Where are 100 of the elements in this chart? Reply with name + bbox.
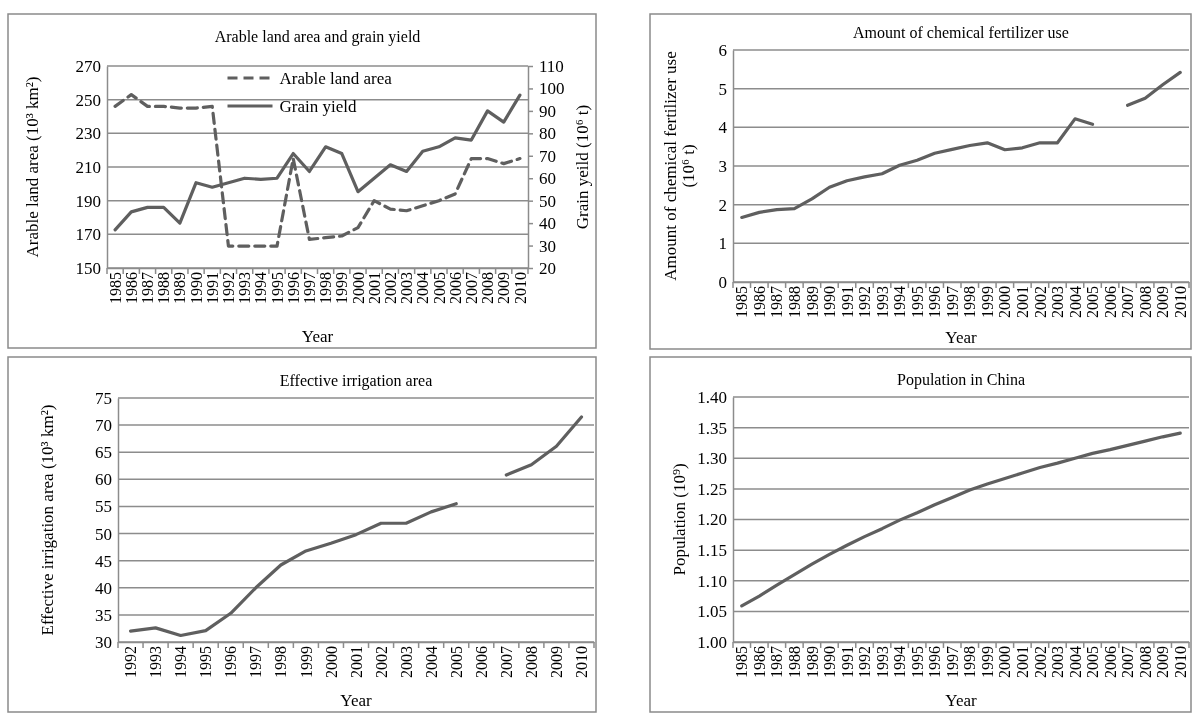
x-axis-title: Year <box>945 691 977 710</box>
x-tick-label: 1998 <box>961 286 979 318</box>
x-tick-label: 1995 <box>197 646 215 678</box>
x-tick-label: 2002 <box>1031 646 1049 678</box>
x-tick-label: 2001 <box>1013 286 1031 318</box>
x-tick-label: 2005 <box>430 272 448 304</box>
chart-title: Effective irrigation area <box>279 372 433 390</box>
y-axis-title: Population (10⁹) <box>670 463 689 576</box>
x-tick-label: 2003 <box>1049 286 1067 318</box>
x-tick-label: 2009 <box>1154 286 1172 318</box>
x-tick-label: 1998 <box>317 272 335 304</box>
x-tick-label: 2010 <box>1171 286 1189 318</box>
y-tick-label: 1.40 <box>697 387 727 407</box>
x-tick-label: 2000 <box>996 646 1014 678</box>
x-tick-label: 1991 <box>203 272 221 304</box>
x-tick-label: 1988 <box>155 272 173 304</box>
y-tick-label: 230 <box>75 124 101 144</box>
x-tick-label: 2003 <box>1049 646 1067 678</box>
y-axis-title: Amount of chemical fertilizer use (10⁶ t) <box>660 51 699 281</box>
y-tick-label: 3 <box>718 156 727 176</box>
x-tick-label: 1996 <box>284 272 302 304</box>
y-tick-label: 170 <box>75 225 101 245</box>
x-tick-label: 1985 <box>733 646 751 678</box>
x-tick-label: 1989 <box>803 286 821 318</box>
x-tick-label: 2000 <box>996 286 1014 318</box>
x-tick-label: 1989 <box>803 646 821 678</box>
y-tick-label: 4 <box>718 118 728 138</box>
y-tick-label: 6 <box>718 40 727 60</box>
x-tick-label: 1993 <box>236 272 254 304</box>
x-tick-label: 1995 <box>268 272 286 304</box>
x-tick-label: 2006 <box>1101 286 1119 318</box>
x-tick-label: 2008 <box>1136 646 1154 678</box>
y-tick-label: 210 <box>75 157 101 177</box>
x-tick-label: 1986 <box>750 286 768 318</box>
x-tick-label: 1999 <box>297 646 315 678</box>
x-tick-label: 1999 <box>978 286 996 318</box>
x-tick-label: 1997 <box>247 646 265 678</box>
x-tick-label: 2004 <box>1066 286 1084 318</box>
x-tick-label: 1986 <box>750 646 768 678</box>
y-tick-label: 65 <box>95 443 112 463</box>
y-tick-label: 1.30 <box>697 449 727 469</box>
x-tick-label: 2007 <box>497 646 515 678</box>
y-tick-label: 1.05 <box>697 602 727 622</box>
x-tick-label: 2006 <box>446 272 464 304</box>
y-axis-title: Arable land area (10³ km²) <box>23 76 42 258</box>
y-axis-title: Effective irrigation area (10³ km²) <box>38 404 57 636</box>
y-tick-label: 270 <box>75 56 101 76</box>
y-tick-label: 0 <box>718 272 727 292</box>
x-tick-label: 1992 <box>856 646 874 678</box>
x-tick-label: 2010 <box>511 272 529 304</box>
x-tick-label: 1995 <box>908 286 926 318</box>
x-tick-label: 2002 <box>381 272 399 304</box>
x-axis-title: Year <box>301 327 334 346</box>
x-tick-label: 1999 <box>978 646 996 678</box>
x-tick-label: 2007 <box>462 272 480 304</box>
legend-label: Arable land area <box>279 68 393 88</box>
x-tick-label: 1993 <box>873 646 891 678</box>
x-tick-label: 1994 <box>891 646 909 678</box>
x-axis-title: Year <box>945 328 977 347</box>
y-tick-label: 1.25 <box>697 479 727 499</box>
x-tick-label: 1990 <box>821 646 839 678</box>
x-tick-label: 2001 <box>347 646 365 678</box>
x-tick-label: 1994 <box>172 646 190 678</box>
x-tick-label: 1990 <box>187 272 205 304</box>
x-tick-label: 1992 <box>122 646 140 678</box>
x-tick-label: 1996 <box>926 286 944 318</box>
y2-axis-title: Grain yeild (10⁶ t) <box>572 104 592 230</box>
chart-title: Amount of chemical fertilizer use <box>853 24 1069 41</box>
y2-tick-label: 110 <box>539 56 564 76</box>
x-tick-label: 1985 <box>106 272 124 304</box>
y-tick-label: 40 <box>95 578 112 598</box>
y-tick-label: 5 <box>718 79 727 99</box>
x-tick-label: 1993 <box>147 646 165 678</box>
x-tick-label: 2008 <box>1136 286 1154 318</box>
x-axis-title: Year <box>340 691 372 710</box>
x-tick-label: 1999 <box>333 272 351 304</box>
x-tick-label: 1993 <box>873 286 891 318</box>
x-tick-label: 2010 <box>1171 646 1189 678</box>
x-tick-label: 1991 <box>838 286 856 318</box>
y-tick-label: 35 <box>95 605 112 625</box>
y2-tick-label: 40 <box>539 214 556 234</box>
x-tick-label: 2001 <box>365 272 383 304</box>
y2-tick-label: 60 <box>539 169 556 189</box>
x-tick-label: 2009 <box>495 272 513 304</box>
x-tick-label: 2008 <box>522 646 540 678</box>
x-tick-label: 1988 <box>785 646 803 678</box>
y-tick-label: 250 <box>75 90 101 110</box>
x-tick-label: 1989 <box>171 272 189 304</box>
y-tick-label: 1.35 <box>697 418 727 438</box>
y-tick-label: 190 <box>75 191 101 211</box>
y-tick-label: 1.10 <box>697 571 727 591</box>
x-tick-label: 1996 <box>222 646 240 678</box>
x-tick-label: 1992 <box>856 286 874 318</box>
legend-label: Grain yield <box>279 96 357 116</box>
x-tick-label: 1992 <box>220 272 238 304</box>
chart-title: Population in China <box>897 371 1025 389</box>
x-tick-label: 1990 <box>821 286 839 318</box>
x-tick-label: 1985 <box>733 286 751 318</box>
x-tick-label: 2009 <box>1154 646 1172 678</box>
y-tick-label: 30 <box>95 632 112 652</box>
